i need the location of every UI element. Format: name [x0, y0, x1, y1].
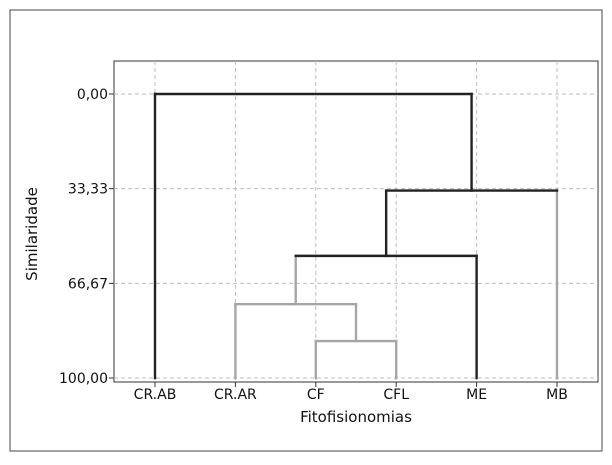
- y-axis-label: Similaridade: [23, 187, 41, 281]
- x-tick-label: CF: [307, 387, 325, 403]
- x-axis-label: Fitofisionomias: [300, 408, 412, 426]
- y-tick-label: 33,33: [68, 182, 108, 198]
- dendrogram-branches: [153, 92, 559, 380]
- y-tick-label: 0,00: [77, 87, 108, 103]
- y-axis-ticks: 0,00 33,33 66,67 100,00: [59, 87, 114, 387]
- x-axis-ticks: CR.AB CR.AR CF CFL ME MB: [134, 382, 568, 403]
- y-tick-label: 66,67: [68, 276, 108, 292]
- x-tick-label: CFL: [383, 387, 409, 403]
- x-tick-label: ME: [466, 387, 487, 403]
- x-tick-label: MB: [546, 387, 568, 403]
- x-tick-label: CR.AB: [134, 387, 177, 403]
- y-tick-label: 100,00: [59, 371, 108, 387]
- x-tick-label: CR.AR: [214, 387, 257, 403]
